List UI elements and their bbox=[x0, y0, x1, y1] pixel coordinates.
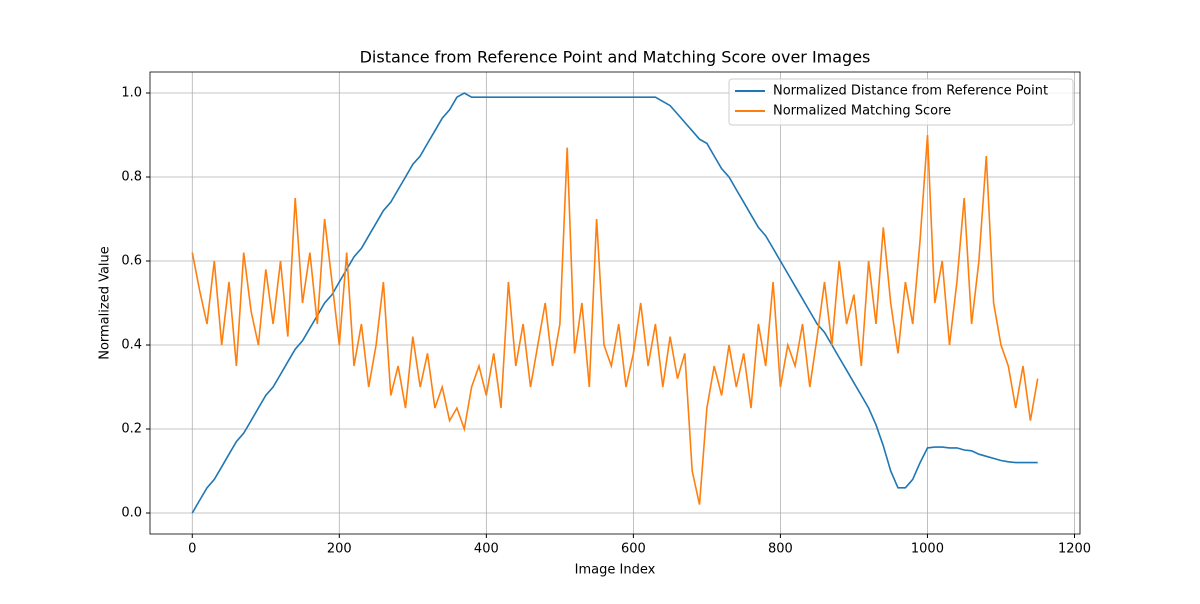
x-tick-label: 400 bbox=[474, 542, 499, 557]
y-tick-label: 0.4 bbox=[121, 338, 142, 353]
x-tick-label: 200 bbox=[327, 542, 352, 557]
series-line bbox=[191, 134, 1039, 505]
legend-label: Normalized Distance from Reference Point bbox=[773, 84, 1048, 99]
x-tick-label: 600 bbox=[621, 542, 646, 557]
plot-frame bbox=[149, 71, 1081, 535]
x-axis-label: Image Index bbox=[575, 563, 656, 578]
y-tick-label: 0.0 bbox=[121, 506, 142, 521]
y-tick-label: 1.0 bbox=[121, 86, 142, 101]
x-tick-label: 800 bbox=[768, 542, 793, 557]
y-tick-label: 0.2 bbox=[121, 422, 142, 437]
y-tick-label: 0.6 bbox=[121, 254, 142, 269]
legend-box bbox=[728, 78, 1074, 126]
y-tick-label: 0.8 bbox=[121, 170, 142, 185]
x-tick-label: 1000 bbox=[911, 542, 944, 557]
x-tick-label: 0 bbox=[188, 542, 196, 557]
legend-label: Normalized Matching Score bbox=[773, 104, 951, 119]
x-tick-label: 1200 bbox=[1058, 542, 1091, 557]
y-axis-label: Normalized Value bbox=[98, 246, 113, 360]
chart-title: Distance from Reference Point and Matchi… bbox=[360, 48, 871, 67]
